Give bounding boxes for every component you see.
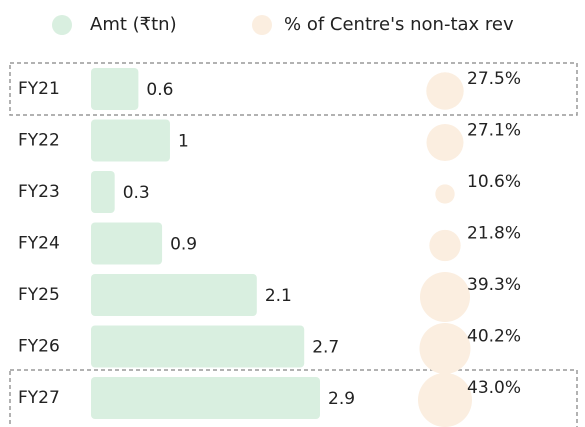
bubble-value-label: 27.1% xyxy=(467,121,521,141)
bubble xyxy=(418,373,472,427)
category-label: FY25 xyxy=(18,285,60,305)
bar-value-label: 2.9 xyxy=(328,389,355,409)
bar xyxy=(91,325,305,368)
legend-swatch xyxy=(52,15,72,35)
category-label: FY23 xyxy=(18,182,60,202)
bubble-value-label: 10.6% xyxy=(467,172,521,192)
highlight-box xyxy=(9,369,578,427)
bubble-value-label: 27.5% xyxy=(467,69,521,89)
legend-label: Amt (₹tn) xyxy=(90,14,177,35)
legend-label: % of Centre's non-tax rev xyxy=(284,14,514,35)
bar xyxy=(91,377,320,419)
category-label: FY26 xyxy=(18,337,60,357)
bar-value-label: 0.9 xyxy=(170,235,197,255)
highlight-box xyxy=(9,62,578,116)
bubble xyxy=(426,124,464,161)
bar-value-label: 0.6 xyxy=(146,80,173,100)
category-label: FY27 xyxy=(18,388,60,408)
bubble xyxy=(419,322,471,375)
category-label: FY21 xyxy=(18,79,60,99)
category-label: FY22 xyxy=(18,131,60,151)
bubble-value-label: 40.2% xyxy=(467,327,521,347)
bar xyxy=(91,222,163,265)
bubble xyxy=(429,229,461,262)
bar-value-label: 2.1 xyxy=(265,286,292,306)
bubble xyxy=(435,184,455,204)
bubble xyxy=(426,72,464,110)
bubble xyxy=(419,271,471,323)
bar xyxy=(91,68,139,110)
bar-value-label: 1 xyxy=(178,132,189,152)
legend-swatch xyxy=(252,15,272,35)
bubble-value-label: 43.0% xyxy=(467,378,521,398)
bar-value-label: 2.7 xyxy=(312,338,339,358)
bar xyxy=(91,119,170,162)
category-label: FY24 xyxy=(18,234,60,254)
bubble-value-label: 21.8% xyxy=(467,224,521,244)
bar-value-label: 0.3 xyxy=(123,183,150,203)
bubble-value-label: 39.3% xyxy=(467,275,521,295)
bar xyxy=(91,171,115,213)
bar xyxy=(91,274,257,316)
